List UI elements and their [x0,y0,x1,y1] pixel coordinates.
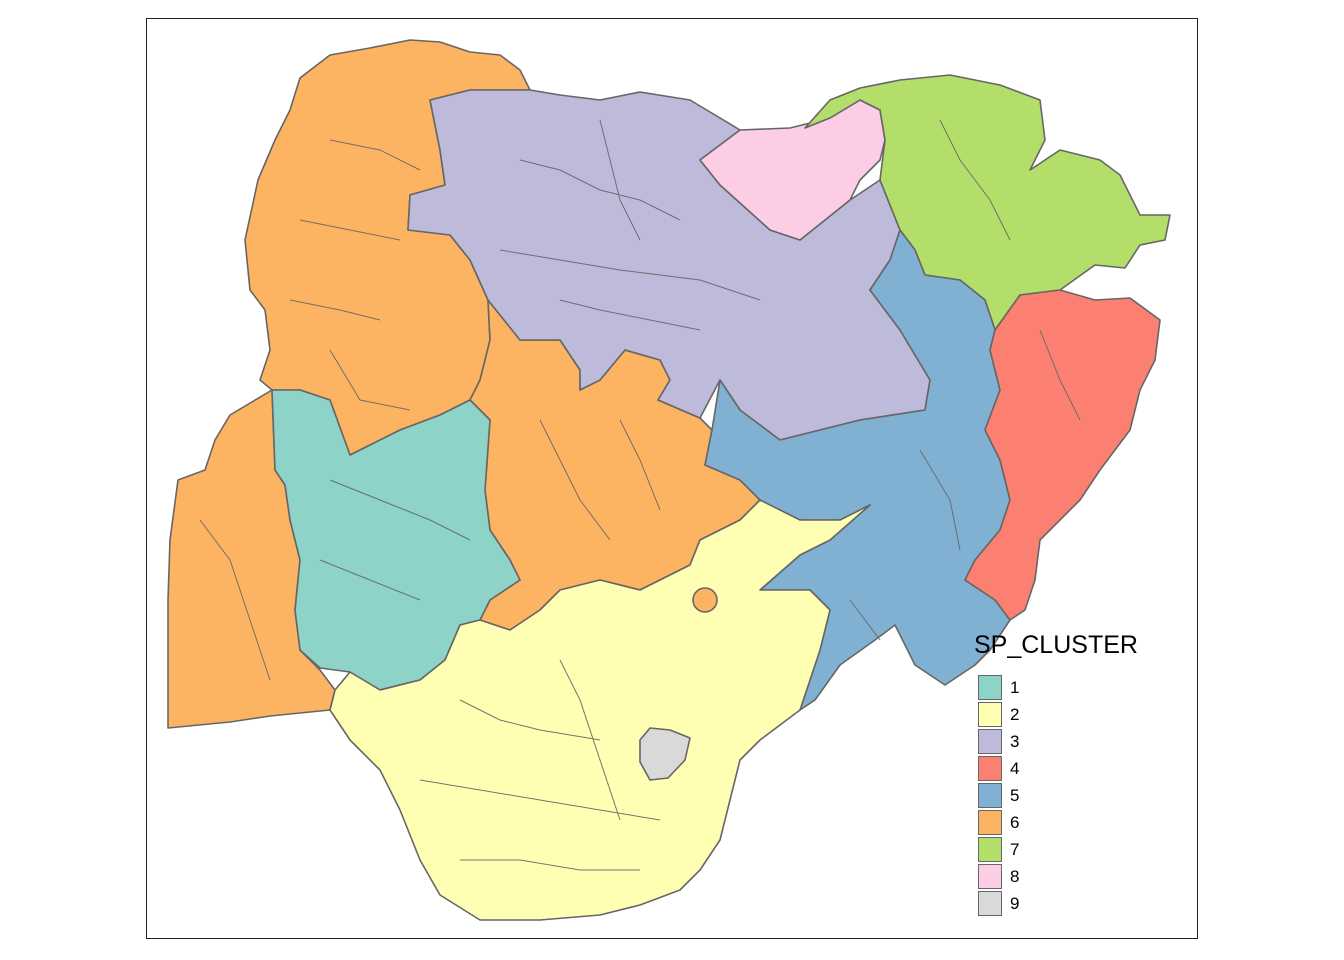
legend-swatch [978,837,1002,862]
region-cluster-7 [804,74,1171,331]
legend-swatch [978,675,1002,700]
legend-item: 9 [974,890,1138,917]
legend-swatch [978,756,1002,781]
legend-label: 8 [1010,866,1020,886]
lga-boundary-line [539,419,661,541]
legend-swatch [978,891,1002,916]
lga-boundary-line [199,479,471,681]
lga-boundary-line [289,139,421,411]
legend-label: 6 [1010,812,1020,832]
region-cluster-6-blob [692,587,718,613]
region-cluster-1 [271,389,521,691]
region-cluster-4 [964,289,1161,621]
lga-boundary-line [849,119,1081,641]
legend-label: 1 [1010,677,1020,697]
legend-label: 3 [1010,731,1020,751]
legend-label: 7 [1010,839,1020,859]
legend-item: 1 [974,674,1138,701]
legend-title: SP_CLUSTER [974,631,1138,659]
lga-boundary-line [499,119,761,331]
legend-item: 7 [974,836,1138,863]
legend-swatch [978,702,1002,727]
lga-boundary-line [419,659,661,871]
legend-label: 5 [1010,785,1020,805]
legend-item: 4 [974,755,1138,782]
map-legend: SP_CLUSTER 1 2 3 4 5 6 7 8 9 [974,630,1138,917]
legend-label: 4 [1010,758,1020,778]
legend-item: 3 [974,728,1138,755]
region-cluster-8 [699,99,886,241]
region-cluster-9 [639,727,691,781]
legend-item: 6 [974,809,1138,836]
legend-item: 8 [974,863,1138,890]
legend-label: 9 [1010,893,1020,913]
legend-swatch [978,810,1002,835]
legend-item: 2 [974,701,1138,728]
legend-swatch [978,729,1002,754]
legend-item: 5 [974,782,1138,809]
legend-swatch [978,783,1002,808]
legend-swatch [978,864,1002,889]
region-cluster-2 [329,499,871,921]
legend-label: 2 [1010,704,1020,724]
